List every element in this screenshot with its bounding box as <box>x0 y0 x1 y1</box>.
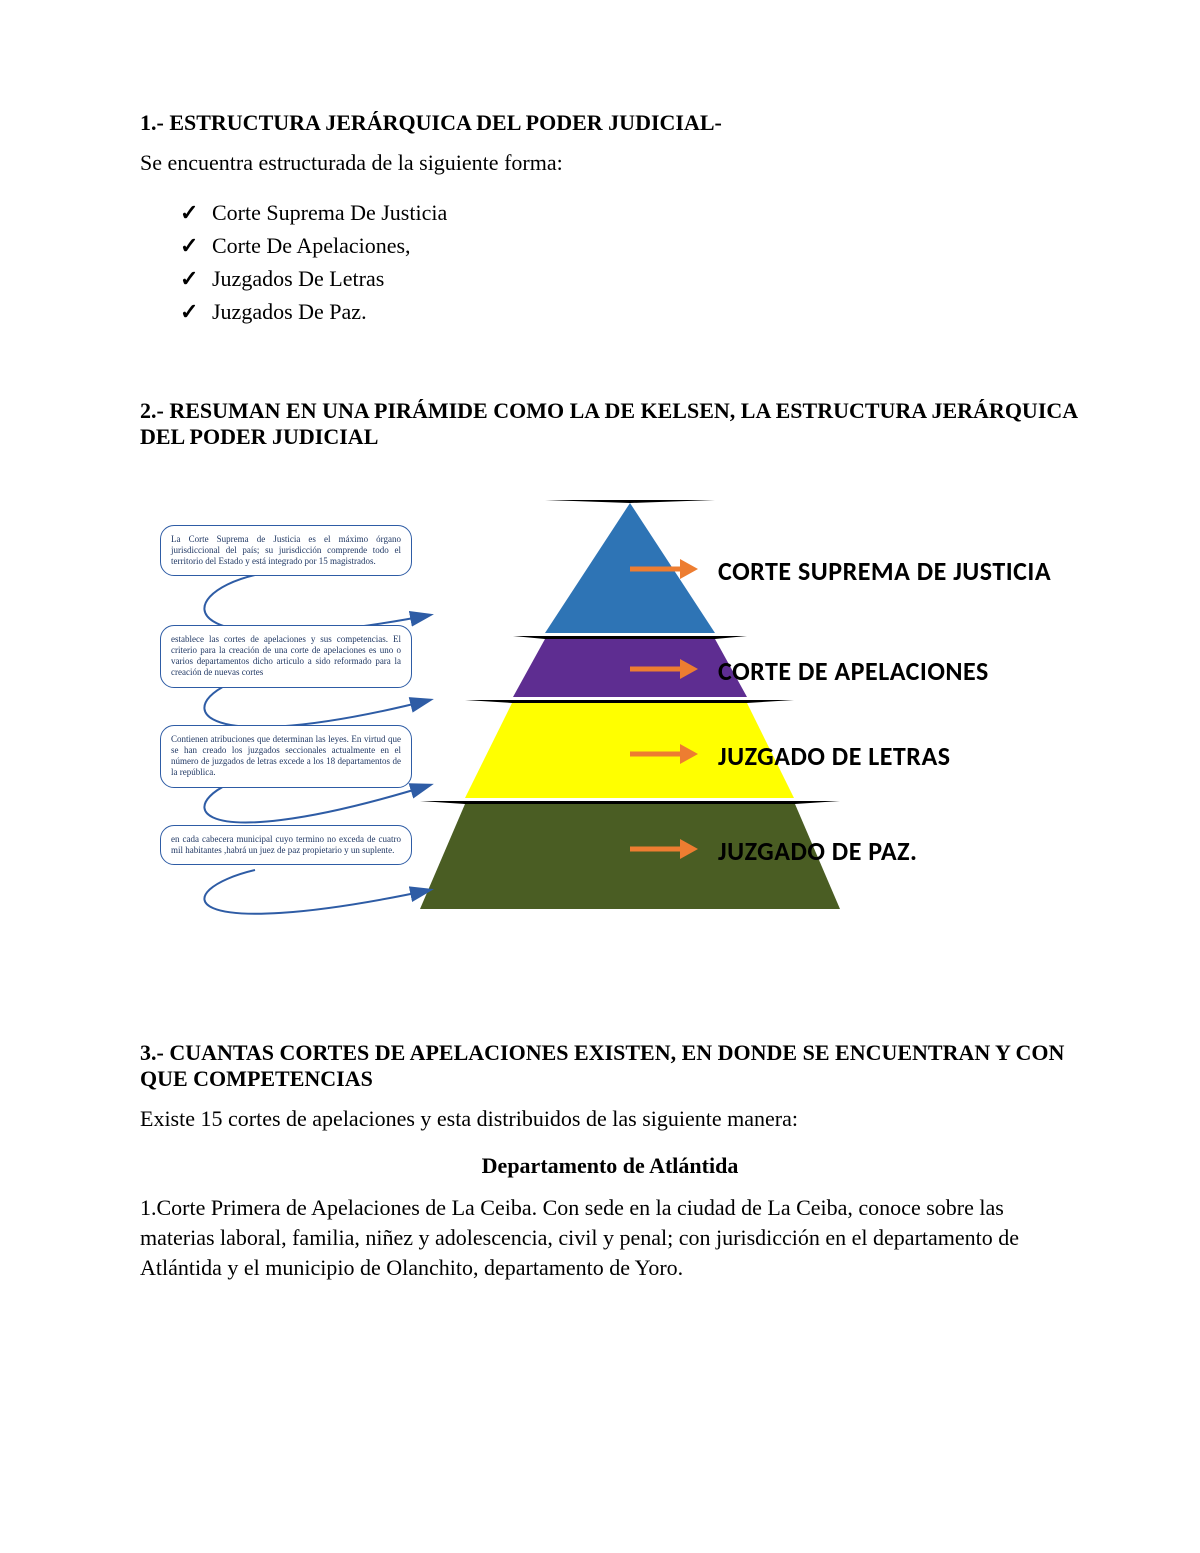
pyramid-desc-box: Contienen atribuciones que determinan la… <box>160 725 412 788</box>
section3-heading: 3.- CUANTAS CORTES DE APELACIONES EXISTE… <box>140 1040 1080 1092</box>
list-item: Corte Suprema De Justicia <box>180 196 1080 229</box>
section3-body: 1.Corte Primera de Apelaciones de La Cei… <box>140 1193 1080 1282</box>
pyramid-desc-box: en cada cabecera municipal cuyo termino … <box>160 825 412 866</box>
hierarchy-list: Corte Suprema De Justicia Corte De Apela… <box>140 196 1080 328</box>
section2-heading: 2.- RESUMAN EN UNA PIRÁMIDE COMO LA DE K… <box>140 398 1080 450</box>
arrow-right-icon <box>630 837 700 861</box>
list-item: Juzgados De Letras <box>180 262 1080 295</box>
section1-heading: 1.- ESTRUCTURA JERÁRQUICA DEL PODER JUDI… <box>140 110 1080 136</box>
pyramid-desc-box: La Corte Suprema de Justicia es el máxim… <box>160 525 412 577</box>
section3-intro: Existe 15 cortes de apelaciones y esta d… <box>140 1104 1080 1134</box>
pyramid-level-label: CORTE SUPREMA DE JUSTICIA <box>718 555 1051 587</box>
arrow-right-icon <box>630 557 700 581</box>
arrow-right-icon <box>630 657 700 681</box>
kelsen-pyramid-diagram: La Corte Suprema de Justicia es el máxim… <box>140 500 1080 940</box>
arrow-right-icon <box>630 742 700 766</box>
pyramid-level-label: JUZGADO DE PAZ. <box>718 835 917 867</box>
section3-subheading: Departamento de Atlántida <box>140 1153 1080 1179</box>
list-item: Juzgados De Paz. <box>180 295 1080 328</box>
document-page: 1.- ESTRUCTURA JERÁRQUICA DEL PODER JUDI… <box>0 0 1200 1553</box>
section1-intro: Se encuentra estructurada de la siguient… <box>140 148 1080 178</box>
list-item: Corte De Apelaciones, <box>180 229 1080 262</box>
pyramid-level-label: CORTE DE APELACIONES <box>718 655 989 687</box>
pyramid-desc-box: establece las cortes de apelaciones y su… <box>160 625 412 688</box>
pyramid-level-label: JUZGADO DE LETRAS <box>718 740 950 772</box>
